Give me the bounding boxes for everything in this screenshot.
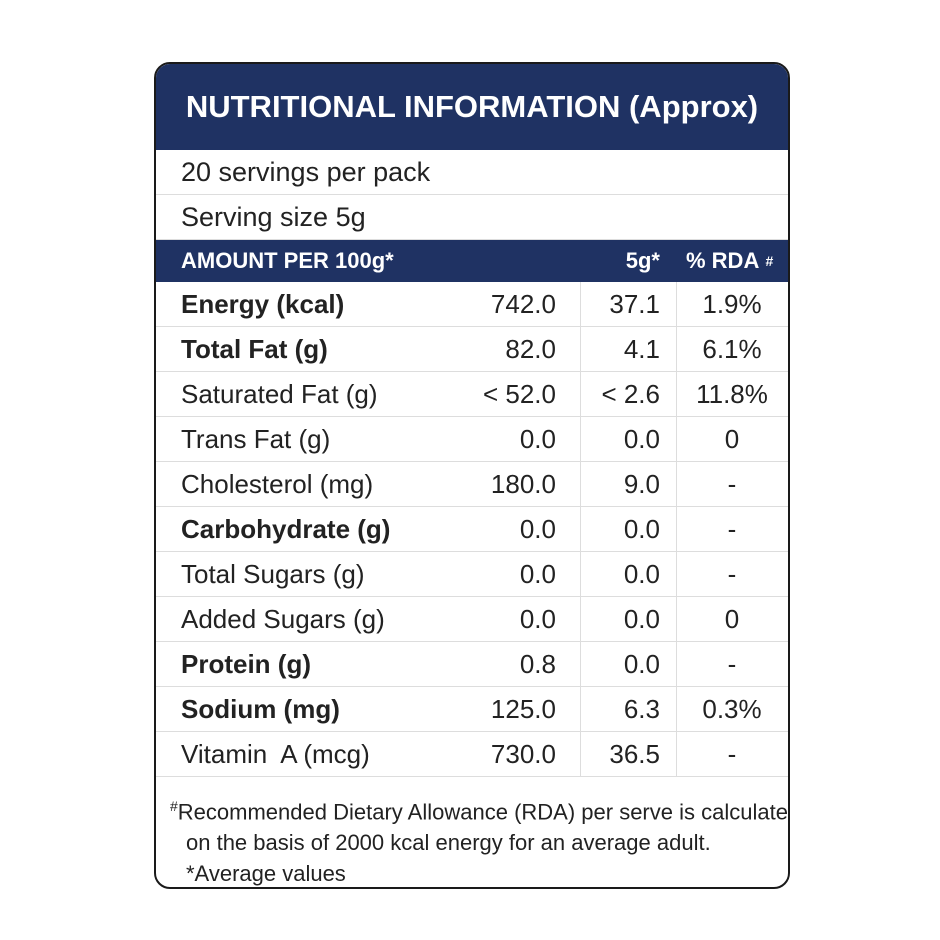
- nutrient-name: Sodium (mg): [181, 693, 340, 724]
- column-divider: [580, 372, 581, 416]
- nutrient-value: 180.0: [490, 468, 556, 499]
- column-divider: [580, 687, 581, 731]
- nutrient-value: -: [727, 558, 737, 589]
- column-divider: [580, 462, 581, 506]
- column-divider: [580, 282, 581, 326]
- nutrient-name: Added Sugars (g): [181, 603, 385, 634]
- nutrient-value: -: [727, 468, 737, 499]
- nutrient-value: 11.8%: [696, 378, 768, 409]
- column-label-text: % RDA: [686, 248, 760, 273]
- nutrient-value: 6.1%: [702, 333, 762, 364]
- column-divider: [676, 372, 677, 416]
- column-header: AMOUNT PER 100g* 5g* % RDA #: [156, 240, 788, 282]
- nutrient-value: 0: [724, 603, 740, 634]
- nutrient-value: 0.3%: [702, 693, 762, 724]
- nutrient-name: Total Sugars (g): [181, 558, 365, 589]
- column-divider: [580, 552, 581, 596]
- column-divider: [676, 417, 677, 461]
- column-divider: [580, 417, 581, 461]
- nutrient-value: 36.5: [609, 738, 660, 769]
- table-body: Energy (kcal) 742.0 37.1 1.9% Total Fat (g) 8…: [156, 282, 788, 777]
- nutrient-value: 0: [724, 423, 740, 454]
- column-divider: [676, 507, 677, 551]
- servings: 20 servings per pack: [156, 150, 788, 195]
- footnote-mark: #: [170, 798, 178, 814]
- nutrition-card: NUTRITIONAL INFORMATION (Approx) 20 serv…: [154, 62, 790, 889]
- column-divider: [580, 327, 581, 371]
- column-divider: [676, 597, 677, 641]
- nutrient-value: 0.0: [623, 558, 660, 589]
- table-row: Cholesterol (mg) 180.0 9.0 -: [156, 462, 788, 507]
- nutrient-value: 742.0: [490, 288, 556, 319]
- nutrient-value: 0.0: [519, 423, 556, 454]
- footnote-line: #Recommended Dietary Allowance (RDA) per…: [170, 791, 788, 827]
- nutrient-value: 0.8: [519, 648, 556, 679]
- nutrient-name: Trans Fat (g): [181, 423, 331, 454]
- footnote-text: Recommended Dietary Allowance (RDA) per …: [177, 799, 790, 825]
- table-row: Saturated Fat (g) < 52.0 < 2.6 11.8%: [156, 372, 788, 417]
- nutrient-value: 4.1: [623, 333, 660, 364]
- column-label: AMOUNT PER 100g*: [181, 248, 394, 273]
- table-row: Energy (kcal) 742.0 37.1 1.9%: [156, 282, 788, 327]
- nutrient-value: 82.0: [505, 333, 556, 364]
- table-row: Trans Fat (g) 0.0 0.0 0: [156, 417, 788, 462]
- column-label: % RDA #: [686, 240, 773, 282]
- table-row: Protein (g) 0.8 0.0 -: [156, 642, 788, 687]
- table-row: Vitamin A (mcg) 730.0 36.5 -: [156, 732, 788, 777]
- column-divider: [580, 732, 581, 776]
- column-divider: [580, 642, 581, 686]
- nutrient-value: -: [727, 648, 737, 679]
- nutrient-value: 9.0: [623, 468, 660, 499]
- column-divider: [580, 597, 581, 641]
- column-label: 5g*: [625, 248, 660, 273]
- nutrient-value: 730.0: [490, 738, 556, 769]
- column-divider: [676, 687, 677, 731]
- nutrient-value: < 52.0: [482, 378, 556, 409]
- footnote-line: on the basis of 2000 kcal energy for an …: [186, 830, 711, 856]
- table-row: Sodium (mg) 125.0 6.3 0.3%: [156, 687, 788, 732]
- nutrient-value: 0.0: [623, 648, 660, 679]
- nutrient-name: Energy (kcal): [181, 288, 345, 319]
- footnote: #Recommended Dietary Allowance (RDA) per…: [156, 777, 788, 887]
- nutrient-value: 0.0: [623, 423, 660, 454]
- nutrient-value: 0.0: [623, 603, 660, 634]
- column-divider: [676, 327, 677, 371]
- nutrient-value: 0.0: [519, 603, 556, 634]
- column-divider: [676, 462, 677, 506]
- nutrient-value: 37.1: [609, 288, 660, 319]
- column-divider: [676, 732, 677, 776]
- nutrient-name: Protein (g): [181, 648, 311, 679]
- nutrient-value: 0.0: [519, 513, 556, 544]
- nutrient-name: Saturated Fat (g): [181, 378, 378, 409]
- table-row: Carbohydrate (g) 0.0 0.0 -: [156, 507, 788, 552]
- footnote-line: *Average values: [186, 861, 346, 887]
- table-row: Total Sugars (g) 0.0 0.0 -: [156, 552, 788, 597]
- nutrient-name: Vitamin A (mcg): [181, 738, 370, 769]
- serving-size: Serving size 5g: [156, 195, 788, 240]
- nutrient-name: Carbohydrate (g): [181, 513, 391, 544]
- column-divider: [580, 507, 581, 551]
- column-divider: [676, 642, 677, 686]
- nutrient-value: 0.0: [623, 513, 660, 544]
- nutrient-name: Cholesterol (mg): [181, 468, 374, 499]
- table-row: Total Fat (g) 82.0 4.1 6.1%: [156, 327, 788, 372]
- column-divider: [676, 282, 677, 326]
- nutrient-value: 125.0: [490, 693, 556, 724]
- nutrient-value: < 2.6: [601, 378, 660, 409]
- rda-mark: #: [765, 253, 774, 269]
- nutrient-name: Total Fat (g): [181, 333, 328, 364]
- table-row: Added Sugars (g) 0.0 0.0 0: [156, 597, 788, 642]
- nutrient-value: -: [727, 513, 737, 544]
- nutrient-value: -: [727, 738, 737, 769]
- column-divider: [676, 552, 677, 596]
- title: NUTRITIONAL INFORMATION (Approx): [156, 64, 788, 150]
- nutrient-value: 0.0: [519, 558, 556, 589]
- nutrient-value: 6.3: [623, 693, 660, 724]
- nutrient-value: 1.9%: [702, 288, 762, 319]
